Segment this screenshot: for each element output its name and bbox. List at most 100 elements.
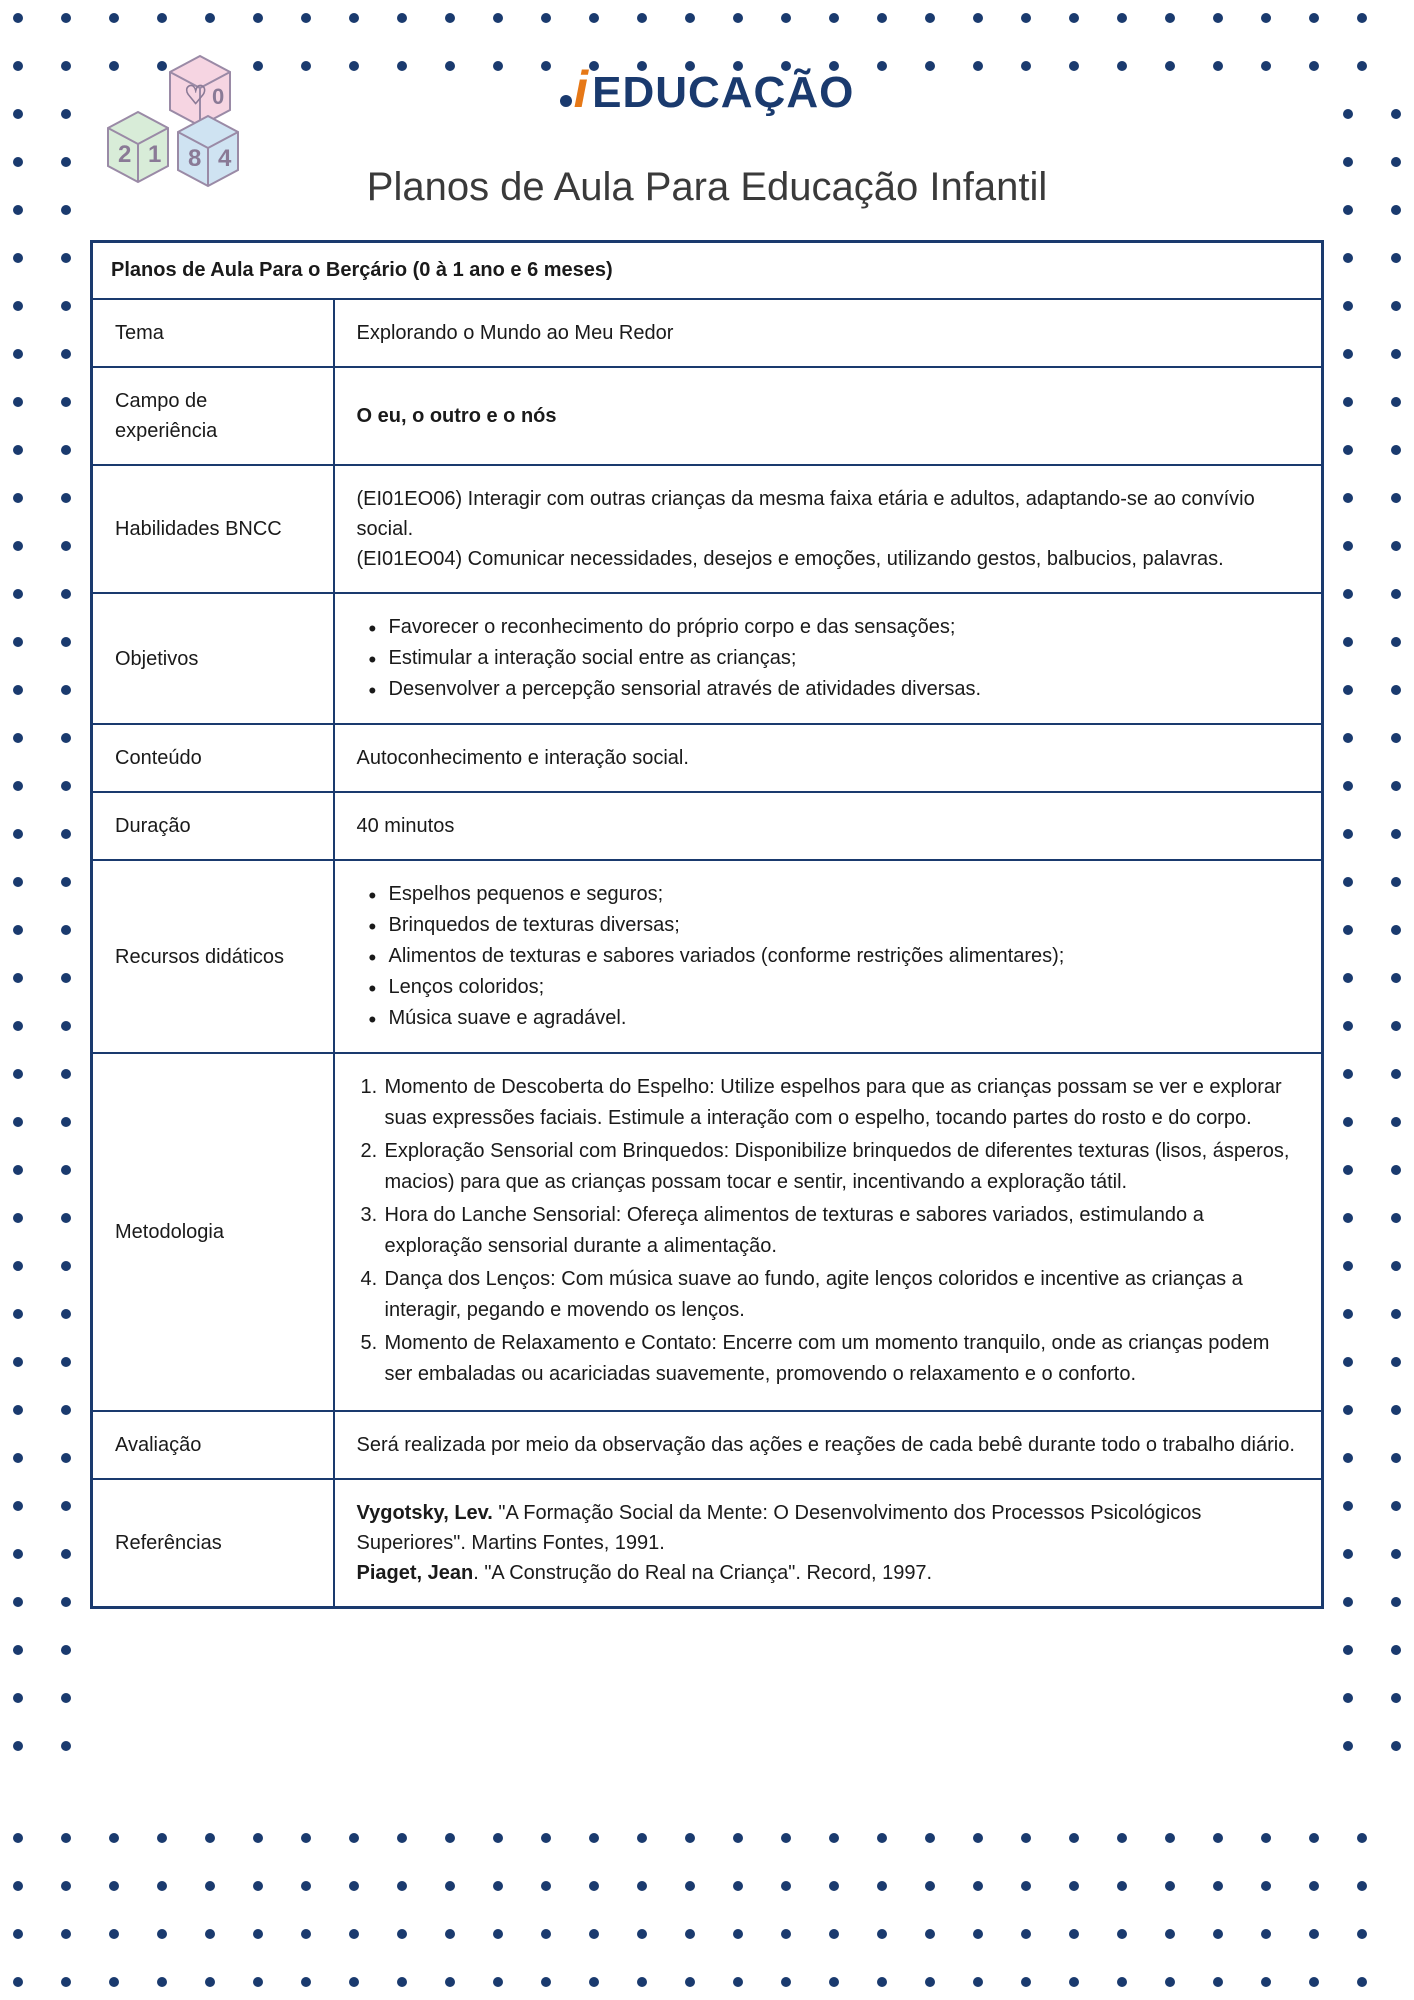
border-dot <box>61 1881 71 1891</box>
border-dot <box>637 1977 647 1987</box>
border-dot <box>1357 1929 1367 1939</box>
border-dot <box>1309 1929 1319 1939</box>
border-dot <box>541 1833 551 1843</box>
border-dot <box>925 1881 935 1891</box>
list-item: Espelhos pequenos e seguros; <box>365 879 1300 910</box>
border-dot <box>109 1977 119 1987</box>
border-dot <box>109 1833 119 1843</box>
border-dot <box>1213 1881 1223 1891</box>
border-dot <box>829 1977 839 1987</box>
row-value-objetivos: Favorecer o reconhecimento do próprio co… <box>334 593 1323 724</box>
border-dot <box>13 1741 23 1751</box>
border-dot <box>541 1977 551 1987</box>
border-dot <box>1261 1977 1271 1987</box>
page-content: ♡ 0 2 1 8 4 i EDUCAÇÃO Planos de Aul <box>0 0 1414 1649</box>
list-item: Momento de Relaxamento e Contato: Encerr… <box>361 1328 1300 1390</box>
border-dot <box>589 1881 599 1891</box>
table-row: Campo de experiência O eu, o outro e o n… <box>92 367 1323 465</box>
row-label-campo: Campo de experiência <box>92 367 334 465</box>
svg-text:1: 1 <box>148 141 161 168</box>
border-dot <box>1021 1881 1031 1891</box>
border-dot <box>829 1833 839 1843</box>
border-dot <box>733 1881 743 1891</box>
border-dot <box>1357 1881 1367 1891</box>
border-dot <box>397 1977 407 1987</box>
list-item: Hora do Lanche Sensorial: Ofereça alimen… <box>361 1200 1300 1262</box>
svg-text:8: 8 <box>188 145 201 172</box>
list-item: Lenços coloridos; <box>365 972 1300 1003</box>
toy-blocks-icon: ♡ 0 2 1 8 4 <box>90 50 260 200</box>
border-dot <box>301 1929 311 1939</box>
border-dot <box>1391 1741 1401 1751</box>
logo-text: EDUCAÇÃO <box>592 68 854 118</box>
border-dot <box>925 1977 935 1987</box>
border-dot <box>685 1929 695 1939</box>
border-dot <box>205 1977 215 1987</box>
border-dot <box>13 1833 23 1843</box>
border-dot <box>829 1929 839 1939</box>
row-value-recursos: Espelhos pequenos e seguros;Brinquedos d… <box>334 860 1323 1053</box>
row-label-avaliacao: Avaliação <box>92 1411 334 1479</box>
border-dot <box>61 1929 71 1939</box>
border-dot <box>61 1977 71 1987</box>
border-dot <box>685 1833 695 1843</box>
table-row: Recursos didáticos Espelhos pequenos e s… <box>92 860 1323 1053</box>
border-dot <box>1117 1977 1127 1987</box>
border-dot <box>1357 1977 1367 1987</box>
border-dot <box>13 1693 23 1703</box>
border-dot <box>733 1833 743 1843</box>
border-dot <box>1165 1929 1175 1939</box>
border-dot <box>301 1881 311 1891</box>
border-dot <box>1069 1833 1079 1843</box>
border-dot <box>157 1881 167 1891</box>
border-dot <box>781 1881 791 1891</box>
border-dot <box>973 1881 983 1891</box>
border-dot <box>1309 1977 1319 1987</box>
border-dot <box>1309 1881 1319 1891</box>
border-dot <box>733 1977 743 1987</box>
table-header-row: Planos de Aula Para o Berçário (0 à 1 an… <box>92 242 1323 300</box>
row-value-tema: Explorando o Mundo ao Meu Redor <box>334 299 1323 367</box>
border-dot <box>829 1881 839 1891</box>
table-row: Referências Vygotsky, Lev. "A Formação S… <box>92 1479 1323 1608</box>
row-label-duracao: Duração <box>92 792 334 860</box>
border-dot <box>493 1929 503 1939</box>
logo: i EDUCAÇÃO <box>560 60 855 149</box>
row-value-metodologia: Momento de Descoberta do Espelho: Utiliz… <box>334 1053 1323 1411</box>
border-dot <box>301 1833 311 1843</box>
row-value-duracao: 40 minutos <box>334 792 1323 860</box>
border-dot <box>445 1977 455 1987</box>
border-dot <box>1021 1977 1031 1987</box>
border-dot <box>1069 1977 1079 1987</box>
border-dot <box>685 1881 695 1891</box>
border-dot <box>541 1881 551 1891</box>
border-dot <box>445 1833 455 1843</box>
row-label-habilidades: Habilidades BNCC <box>92 465 334 593</box>
logo-dot-accent <box>560 95 572 107</box>
border-dot <box>1343 1693 1353 1703</box>
border-dot <box>349 1977 359 1987</box>
border-dot <box>781 1833 791 1843</box>
border-dot <box>1343 1741 1353 1751</box>
border-dot <box>1117 1833 1127 1843</box>
border-dot <box>1117 1929 1127 1939</box>
border-dot <box>445 1881 455 1891</box>
list-item: Desenvolver a percepção sensorial atravé… <box>365 674 1300 705</box>
row-label-referencias: Referências <box>92 1479 334 1608</box>
row-value-avaliacao: Será realizada por meio da observação da… <box>334 1411 1323 1479</box>
border-dot <box>1165 1833 1175 1843</box>
svg-text:4: 4 <box>218 145 232 172</box>
border-dot <box>61 1833 71 1843</box>
border-dot <box>493 1833 503 1843</box>
border-dot <box>445 1929 455 1939</box>
border-dot <box>253 1929 263 1939</box>
border-dot <box>61 1693 71 1703</box>
border-dot <box>1261 1881 1271 1891</box>
border-dot <box>1021 1833 1031 1843</box>
border-dot <box>1261 1833 1271 1843</box>
border-dot <box>1165 1881 1175 1891</box>
border-dot <box>1261 1929 1271 1939</box>
border-dot <box>1069 1881 1079 1891</box>
border-dot <box>157 1833 167 1843</box>
border-dot <box>493 1977 503 1987</box>
